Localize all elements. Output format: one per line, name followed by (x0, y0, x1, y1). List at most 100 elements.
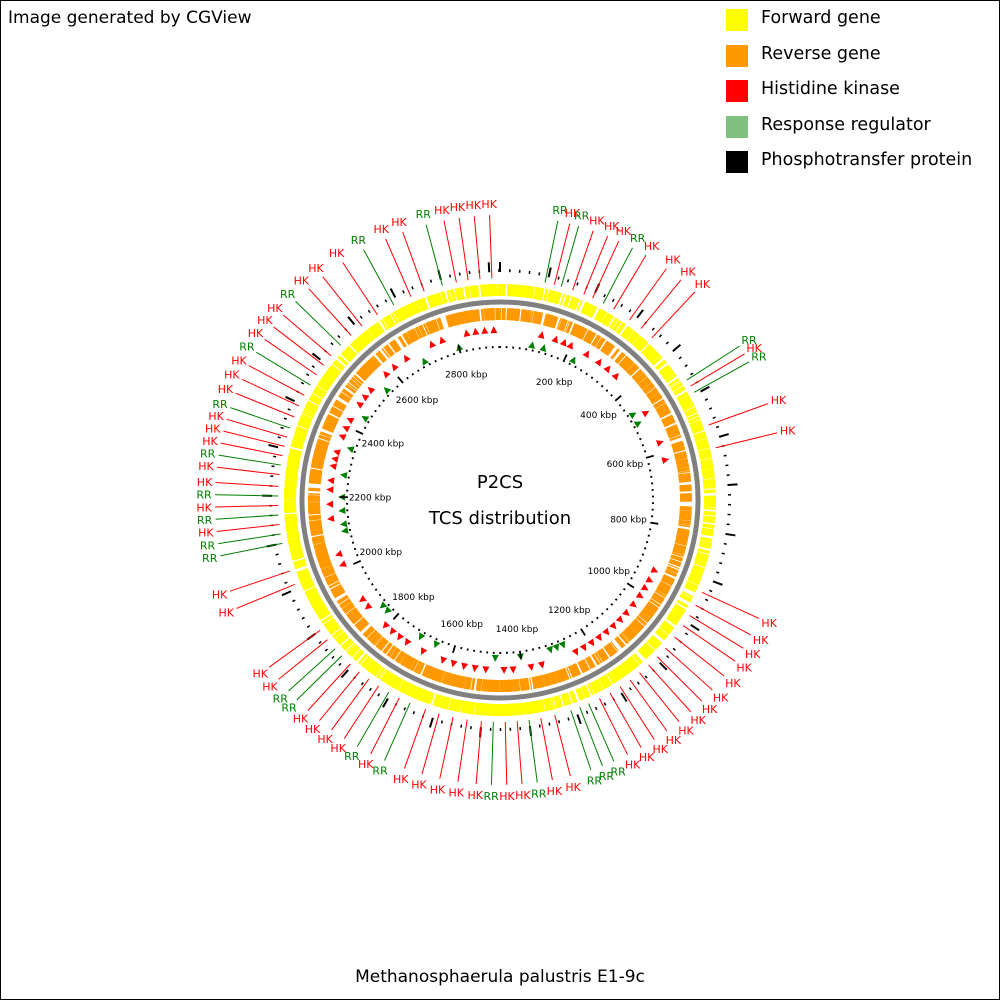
forward-gene-band (295, 425, 309, 434)
forward-gene-band (648, 352, 660, 363)
histidine-kinase-marker (339, 560, 347, 567)
hk-callout-label: HK (515, 789, 531, 802)
phosphotransfer-protein-swatch (726, 151, 748, 173)
hk-callout-label: HK (678, 724, 694, 737)
outer-tick (684, 364, 688, 368)
response-regulator-marker (558, 640, 566, 649)
forward-gene-band (449, 698, 455, 711)
forward-gene-band (543, 698, 550, 711)
response-regulator-marker (491, 654, 499, 662)
reverse-gene-band (551, 672, 557, 685)
scale-tick (622, 409, 626, 412)
reverse-gene-band (312, 538, 325, 545)
forward-gene-band (298, 574, 311, 580)
reverse-gene-band (567, 665, 575, 678)
scale-tick (367, 577, 371, 581)
scale-tick (538, 646, 541, 650)
reverse-gene-band (407, 657, 416, 670)
reverse-gene-band (483, 679, 488, 692)
reverse-gene-band (339, 392, 352, 402)
hk-callout-label: HK (196, 501, 212, 514)
forward-gene-band (321, 375, 334, 385)
scale-tick (636, 431, 639, 435)
forward-gene-band (391, 676, 400, 689)
response-regulator-marker (339, 520, 348, 528)
outer-tick (620, 692, 628, 703)
reverse-gene-band (413, 660, 421, 673)
reverse-gene-band (669, 436, 682, 442)
forward-gene-band (328, 366, 340, 377)
histidine-kinase-marker (327, 477, 335, 485)
reverse-gene-band (519, 678, 522, 691)
reverse-gene-band (565, 321, 573, 334)
scale-tick-label: 2400 kbp (362, 440, 405, 450)
reverse-gene-band (469, 310, 474, 323)
reverse-gene-band (628, 365, 640, 377)
reverse-gene-band (523, 678, 528, 691)
outer-tick (636, 309, 644, 319)
forward-gene-band (307, 591, 319, 599)
histidine-kinase-marker (439, 336, 447, 345)
forward-gene-band (308, 398, 321, 406)
hk-callout-label: HK (308, 262, 324, 275)
forward-gene-band (363, 657, 373, 669)
reverse-gene-band (338, 394, 350, 404)
reverse-gene-band (382, 642, 392, 653)
reverse-gene-band (547, 314, 555, 328)
reverse-gene-band (428, 320, 436, 334)
scale-tick (643, 547, 647, 550)
forward-gene-band (426, 691, 434, 705)
histidine-kinase-marker (500, 666, 508, 674)
hk-callout-label: HK (761, 617, 777, 630)
histidine-kinase-marker (551, 335, 558, 344)
scale-tick (650, 521, 659, 525)
callout-line (215, 482, 279, 487)
forward-gene-band (294, 431, 307, 439)
reverse-gene-band (463, 310, 469, 324)
forward-gene-band (647, 639, 658, 650)
callout-line (343, 685, 380, 739)
scale-tick (440, 357, 443, 360)
forward-gene-band (703, 511, 716, 516)
forward-gene-band (456, 287, 462, 301)
reverse-gene-band (313, 452, 326, 458)
reverse-gene-band (453, 312, 460, 326)
reverse-gene-band (330, 408, 342, 416)
reverse-gene-band (663, 419, 676, 427)
forward-gene-swatch (726, 9, 748, 31)
histidine-kinase-marker (603, 365, 611, 374)
outer-tick (429, 279, 433, 283)
forward-gene-band (463, 700, 469, 714)
reverse-gene-band (310, 465, 323, 470)
forward-gene-band (580, 686, 589, 699)
forward-gene-band (404, 305, 412, 318)
hk-callout-label: HK (467, 789, 483, 802)
forward-gene-band (703, 484, 716, 487)
scale-tick (636, 565, 640, 568)
callout-line (583, 235, 609, 295)
forward-gene-band (700, 537, 713, 543)
forward-gene-band (606, 673, 615, 685)
scale-tick-label: 1600 kbp (441, 620, 484, 630)
scale-tick (423, 631, 427, 635)
hk-callout-label: HK (257, 314, 273, 327)
histidine-kinase-marker (326, 486, 334, 494)
scale-tick (605, 389, 609, 392)
reverse-gene-band (674, 451, 687, 457)
callout-line (598, 698, 629, 756)
callout-line (656, 656, 703, 702)
hk-callout-label: HK (695, 278, 711, 291)
reverse-gene-band (375, 352, 386, 364)
forward-gene-band (285, 470, 298, 475)
forward-gene-band (659, 625, 671, 635)
reverse-gene-band (677, 470, 690, 474)
outer-tick (280, 426, 284, 430)
reverse-gene-band (638, 613, 649, 623)
scale-tick (392, 612, 400, 620)
response-regulator-swatch (726, 115, 748, 138)
forward-gene-band (597, 677, 607, 690)
callout-line (215, 504, 279, 508)
outer-tick (268, 444, 279, 449)
outer-tick (651, 327, 655, 331)
forward-gene-band (434, 694, 440, 707)
